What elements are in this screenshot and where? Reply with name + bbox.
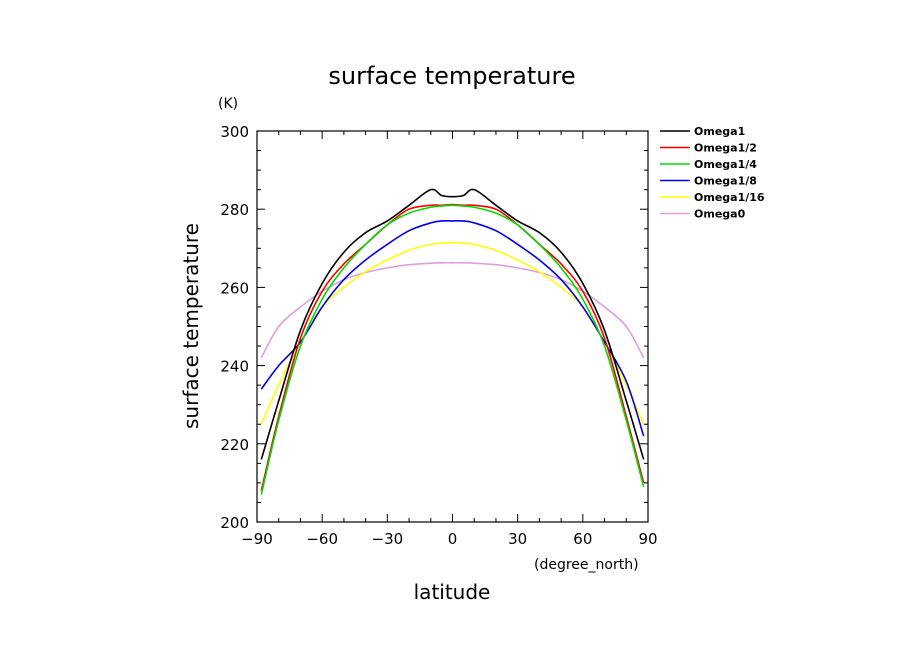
axes: −90 −60 −30 0 30 60 90 200 220 240 260 280 300: [220, 123, 657, 548]
legend-label-omega1-16: Omega1/16: [694, 191, 765, 204]
x-axis-label: latitude: [414, 580, 491, 604]
series-line-omega1-4: [260, 204, 645, 495]
x-tick-label: 30: [508, 530, 527, 548]
y-tick-label: 280: [220, 201, 249, 219]
y-tick-label: 300: [220, 123, 249, 141]
x-tick-label: 60: [573, 530, 592, 548]
series-line-omega1-16: [260, 241, 645, 425]
series-line-omega1: [260, 188, 645, 460]
x-tick-label: 90: [638, 530, 657, 548]
legend-label-omega1-2: Omega1/2: [694, 142, 757, 155]
series-line-omega0: [260, 261, 645, 359]
y-axis-unit: (K): [218, 96, 238, 112]
series-line-omega1-2: [260, 203, 645, 491]
chart-title: surface temperature: [328, 62, 575, 90]
series-line-omega1-8: [260, 219, 645, 437]
y-axis-label: surface temperature: [179, 223, 203, 429]
legend: Omega1 Omega1/2 Omega1/4 Omega1/8 Omega1/16 O…: [660, 125, 765, 221]
y-tick-label: 220: [220, 436, 249, 454]
y-tick-label: 240: [220, 358, 249, 376]
y-tick-label: 200: [220, 514, 249, 532]
x-tick-label: 0: [448, 530, 458, 548]
legend-label-omega0: Omega0: [694, 208, 746, 221]
legend-label-omega1-4: Omega1/4: [694, 158, 757, 171]
plot-frame: [256, 130, 649, 523]
x-tick-label: −60: [306, 530, 338, 548]
legend-label-omega1: Omega1: [694, 125, 745, 138]
x-tick-label: −30: [372, 530, 404, 548]
plot-area: [260, 188, 645, 495]
x-tick-label: −90: [241, 530, 273, 548]
x-axis-unit: (degree_north): [534, 557, 639, 573]
y-tick-label: 260: [220, 279, 249, 297]
legend-label-omega1-8: Omega1/8: [694, 175, 757, 188]
